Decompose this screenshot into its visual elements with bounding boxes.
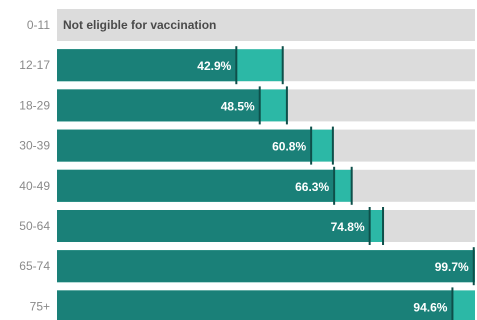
bar-fully-vaccinated bbox=[57, 49, 237, 82]
category-label: 40-49 bbox=[19, 179, 50, 193]
fully-end-marker bbox=[472, 247, 475, 286]
first-dose-end-marker bbox=[285, 86, 288, 125]
bar-fully-vaccinated bbox=[57, 210, 370, 242]
first-dose-end-marker bbox=[331, 126, 334, 165]
fully-end-marker bbox=[333, 166, 336, 205]
fully-end-marker bbox=[368, 207, 371, 245]
value-label: 74.8% bbox=[331, 220, 365, 234]
bar-fully-vaccinated bbox=[57, 129, 312, 162]
category-label: 75+ bbox=[30, 299, 50, 313]
bar-fully-vaccinated bbox=[57, 250, 474, 283]
value-label: 94.6% bbox=[413, 300, 447, 314]
fully-end-marker bbox=[235, 46, 238, 85]
category-label: 18-29 bbox=[19, 98, 50, 112]
bar-fully-vaccinated bbox=[57, 290, 453, 320]
category-label: 50-64 bbox=[19, 219, 50, 233]
category-label: 30-39 bbox=[19, 139, 50, 153]
value-label: 48.5% bbox=[221, 99, 255, 113]
category-label: 12-17 bbox=[19, 58, 50, 72]
bar-fully-vaccinated bbox=[57, 169, 335, 202]
fully-end-marker bbox=[451, 287, 454, 320]
fully-end-marker bbox=[258, 86, 261, 125]
category-label: 65-74 bbox=[19, 259, 50, 273]
value-label: 42.9% bbox=[197, 59, 231, 73]
bar-fully-vaccinated bbox=[57, 89, 260, 122]
bar-track bbox=[57, 9, 475, 41]
not-eligible-label: Not eligible for vaccination bbox=[63, 18, 216, 32]
first-dose-end-marker bbox=[350, 166, 353, 205]
first-dose-end-marker bbox=[281, 46, 284, 85]
value-label: 99.7% bbox=[435, 260, 469, 274]
value-label: 60.8% bbox=[272, 140, 306, 154]
value-label: 66.3% bbox=[295, 180, 329, 194]
first-dose-end-marker bbox=[382, 207, 385, 245]
fully-end-marker bbox=[310, 126, 313, 165]
category-label: 0-11 bbox=[27, 18, 50, 32]
